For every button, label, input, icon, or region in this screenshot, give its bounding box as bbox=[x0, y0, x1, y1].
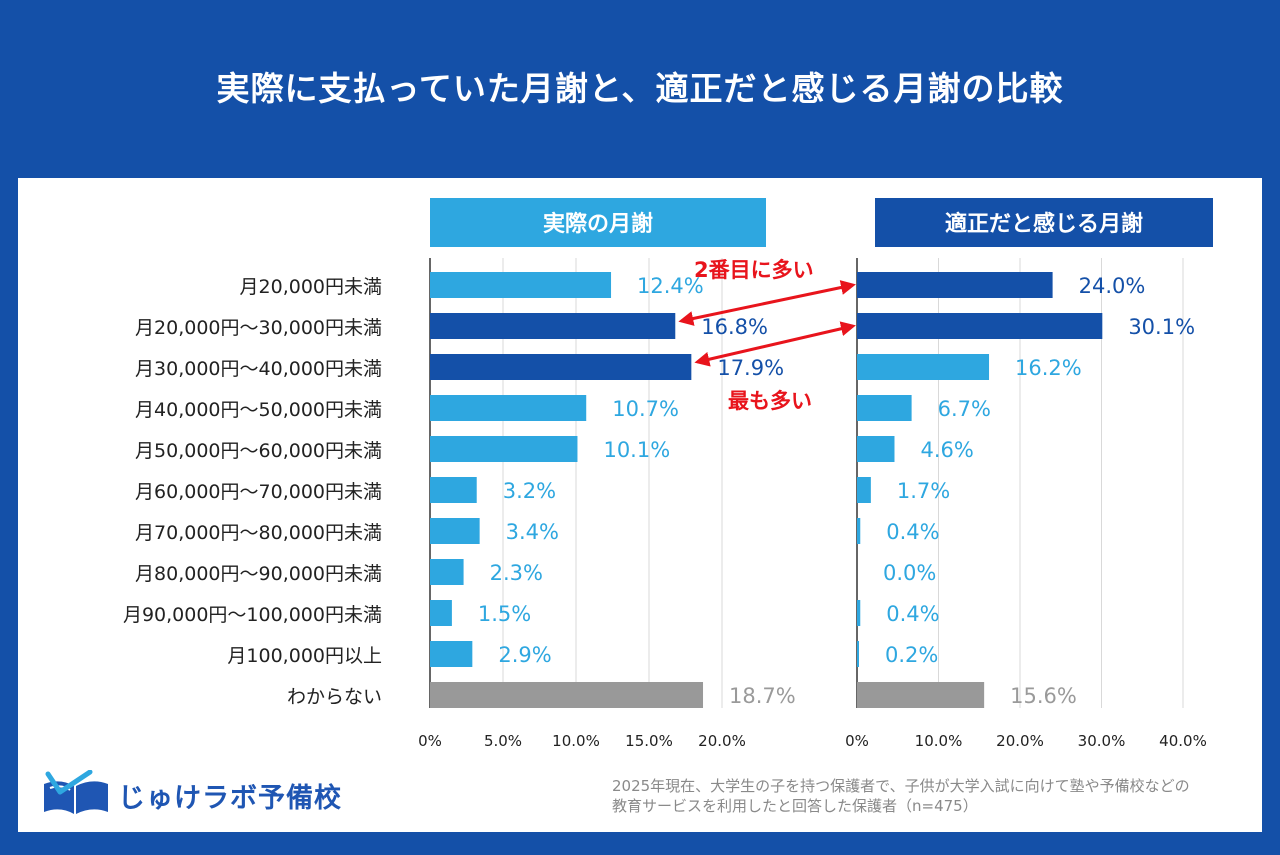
category-label-1: 月20,000円〜30,000円未満 bbox=[135, 317, 382, 339]
page-title: 実際に支払っていた月謝と、適正だと感じる月謝の比較 bbox=[216, 69, 1064, 108]
bar-0-8 bbox=[430, 600, 452, 626]
category-label-2: 月30,000円〜40,000円未満 bbox=[135, 358, 382, 380]
chart-title-0: 実際の月謝 bbox=[543, 211, 653, 237]
category-label-4: 月50,000円〜60,000円未満 bbox=[135, 440, 382, 462]
x-tick-label-1-4: 40.0% bbox=[1159, 732, 1207, 750]
bar-1-10 bbox=[857, 682, 985, 708]
x-tick-label-0-0: 0% bbox=[418, 732, 442, 750]
category-label-7: 月80,000円〜90,000円未満 bbox=[135, 563, 382, 585]
bar-1-5 bbox=[857, 477, 871, 503]
value-label-1-1: 30.1% bbox=[1128, 315, 1195, 339]
annotation-most: 最も多い bbox=[728, 389, 812, 413]
x-tick-label-0-2: 10.0% bbox=[552, 732, 600, 750]
value-label-1-6: 0.4% bbox=[886, 520, 939, 544]
bar-1-0 bbox=[857, 272, 1053, 298]
annotation-arrow-second bbox=[678, 280, 856, 326]
bar-1-9 bbox=[857, 641, 859, 667]
x-tick-label-1-1: 10.0% bbox=[915, 732, 963, 750]
value-label-0-5: 3.2% bbox=[503, 479, 556, 503]
footnote: 2025年現在、大学生の子を持つ保護者で、子供が大学入試に向けて塾や予備校などの… bbox=[612, 776, 1262, 816]
bar-0-2 bbox=[430, 354, 692, 380]
chart-header-1 bbox=[875, 198, 1213, 247]
value-label-0-9: 2.9% bbox=[498, 643, 551, 667]
value-label-0-7: 2.3% bbox=[490, 561, 543, 585]
category-label-9: 月100,000円以上 bbox=[227, 645, 382, 667]
bar-1-4 bbox=[857, 436, 895, 462]
bar-0-3 bbox=[430, 395, 587, 421]
annotation-arrow-most bbox=[694, 321, 856, 367]
annotation-second-most: 2番目に多い bbox=[694, 258, 814, 282]
x-tick-label-1-3: 30.0% bbox=[1078, 732, 1126, 750]
x-tick-label-0-1: 5.0% bbox=[484, 732, 522, 750]
bar-0-9 bbox=[430, 641, 473, 667]
bar-0-5 bbox=[430, 477, 477, 503]
category-label-5: 月60,000円〜70,000円未満 bbox=[135, 481, 382, 503]
bar-1-2 bbox=[857, 354, 990, 380]
chart-title-1: 適正だと感じる月謝 bbox=[945, 211, 1143, 237]
bar-0-1 bbox=[430, 313, 676, 339]
value-label-0-8: 1.5% bbox=[478, 602, 531, 626]
value-label-1-8: 0.4% bbox=[886, 602, 939, 626]
x-tick-label-0-3: 15.0% bbox=[625, 732, 673, 750]
bar-1-8 bbox=[857, 600, 861, 626]
category-label-0: 月20,000円未満 bbox=[240, 276, 382, 298]
chart-panel: 実際の月謝 0% 5.0% 10.0% 15.0% 20.0% 12.4% 16.8% 17.9… bbox=[18, 178, 1262, 832]
value-label-0-6: 3.4% bbox=[506, 520, 559, 544]
logo: じゅけラボ予備校 bbox=[38, 770, 341, 820]
footnote-line-2: 教育サービスを利用したと回答した保護者（n=475） bbox=[612, 797, 978, 815]
value-label-1-10: 15.6% bbox=[1010, 684, 1077, 708]
bar-1-6 bbox=[857, 518, 861, 544]
bar-0-6 bbox=[430, 518, 480, 544]
category-label-6: 月70,000円〜80,000円未満 bbox=[135, 522, 382, 544]
value-label-0-1: 16.8% bbox=[701, 315, 768, 339]
value-label-1-3: 6.7% bbox=[938, 397, 991, 421]
bar-0-0 bbox=[430, 272, 612, 298]
value-label-1-0: 24.0% bbox=[1079, 274, 1146, 298]
category-label-8: 月90,000円〜100,000円未満 bbox=[123, 604, 382, 626]
x-tick-label-0-4: 20.0% bbox=[698, 732, 746, 750]
bar-0-4 bbox=[430, 436, 578, 462]
category-label-10: わからない bbox=[287, 686, 382, 708]
value-label-1-9: 0.2% bbox=[885, 643, 938, 667]
value-label-0-4: 10.1% bbox=[603, 438, 670, 462]
category-label-3: 月40,000円〜50,000円未満 bbox=[135, 399, 382, 421]
chart-header-0 bbox=[430, 198, 766, 247]
x-tick-label-1-0: 0% bbox=[845, 732, 869, 750]
bar-1-3 bbox=[857, 395, 912, 421]
value-label-1-5: 1.7% bbox=[897, 479, 950, 503]
x-tick-label-1-2: 20.0% bbox=[996, 732, 1044, 750]
value-label-1-4: 4.6% bbox=[920, 438, 973, 462]
footnote-line-1: 2025年現在、大学生の子を持つ保護者で、子供が大学入試に向けて塾や予備校などの bbox=[612, 777, 1190, 795]
value-label-0-2: 17.9% bbox=[717, 356, 784, 380]
value-label-1-7: 0.0% bbox=[883, 561, 936, 585]
value-label-1-2: 16.2% bbox=[1015, 356, 1082, 380]
value-label-0-3: 10.7% bbox=[612, 397, 679, 421]
bar-0-10 bbox=[430, 682, 704, 708]
book-icon bbox=[44, 770, 108, 814]
bar-1-1 bbox=[857, 313, 1103, 339]
bar-0-7 bbox=[430, 559, 464, 585]
value-label-0-10: 18.7% bbox=[729, 684, 796, 708]
logo-text: じゅけラボ予備校 bbox=[118, 783, 342, 814]
